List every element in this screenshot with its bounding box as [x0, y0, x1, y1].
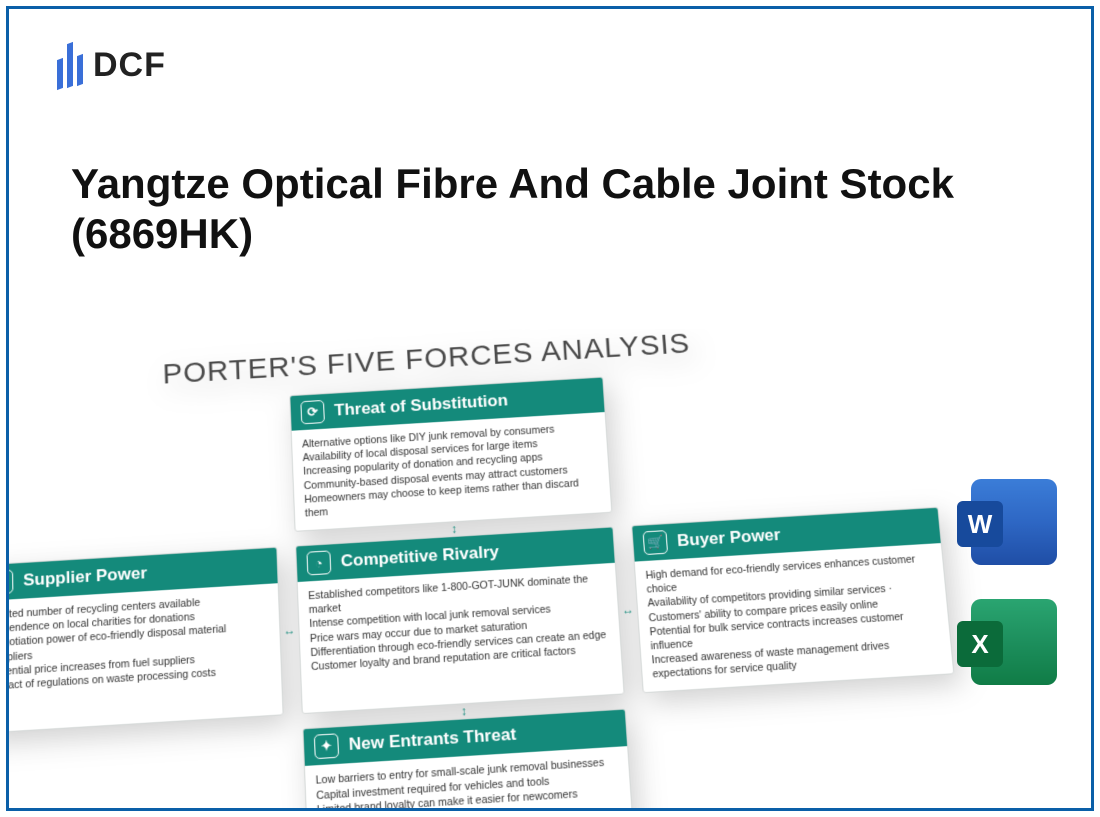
page-title: Yangtze Optical Fibre And Cable Joint St…	[71, 159, 971, 260]
card-substitution-body: Alternative options like DIY junk remova…	[292, 412, 612, 531]
cart-icon: 🛒	[643, 530, 669, 555]
dcf-bars-icon	[57, 43, 83, 87]
porter-stage: PORTER'S FIVE FORCES ANALYSIS ⟳ Threat o…	[9, 329, 1091, 808]
people-icon: ✦	[314, 734, 339, 760]
ms-excel-badge: X	[957, 621, 1003, 667]
card-buyer-title: Buyer Power	[676, 525, 781, 551]
card-supplier-title: Supplier Power	[23, 563, 147, 590]
refresh-icon: ⟳	[300, 400, 325, 424]
card-supplier: ⇄ Supplier Power Limited number of recyc…	[9, 547, 284, 735]
pie-icon: ◔	[306, 550, 331, 575]
card-rivalry: ◔ Competitive Rivalry Established compet…	[295, 526, 624, 714]
export-app-icons: W X	[971, 479, 1057, 685]
swap-icon: ⇄	[9, 570, 13, 595]
ms-word-icon[interactable]: W	[971, 479, 1057, 565]
card-rivalry-title: Competitive Rivalry	[340, 542, 499, 571]
brand-logo: DCF	[57, 43, 166, 87]
card-substitution: ⟳ Threat of Substitution Alternative opt…	[289, 377, 612, 532]
ms-word-badge: W	[957, 501, 1003, 547]
content-frame: DCF Yangtze Optical Fibre And Cable Join…	[6, 6, 1094, 811]
card-rivalry-body: Established competitors like 1-800-GOT-J…	[298, 563, 622, 685]
card-buyer: 🛒 Buyer Power High demand for eco-friend…	[631, 507, 954, 694]
card-supplier-body: Limited number of recycling centers avai…	[9, 583, 282, 704]
ms-excel-icon[interactable]: X	[971, 599, 1057, 685]
card-substitution-title: Threat of Substitution	[334, 391, 509, 421]
porter-grid: ⟳ Threat of Substitution Alternative opt…	[9, 355, 1001, 808]
porter-diagram: PORTER'S FIVE FORCES ANALYSIS ⟳ Threat o…	[9, 329, 1001, 808]
card-entrants-title: New Entrants Threat	[348, 725, 516, 756]
brand-logo-text: DCF	[93, 46, 166, 85]
card-buyer-body: High demand for eco-friendly services en…	[635, 543, 954, 693]
